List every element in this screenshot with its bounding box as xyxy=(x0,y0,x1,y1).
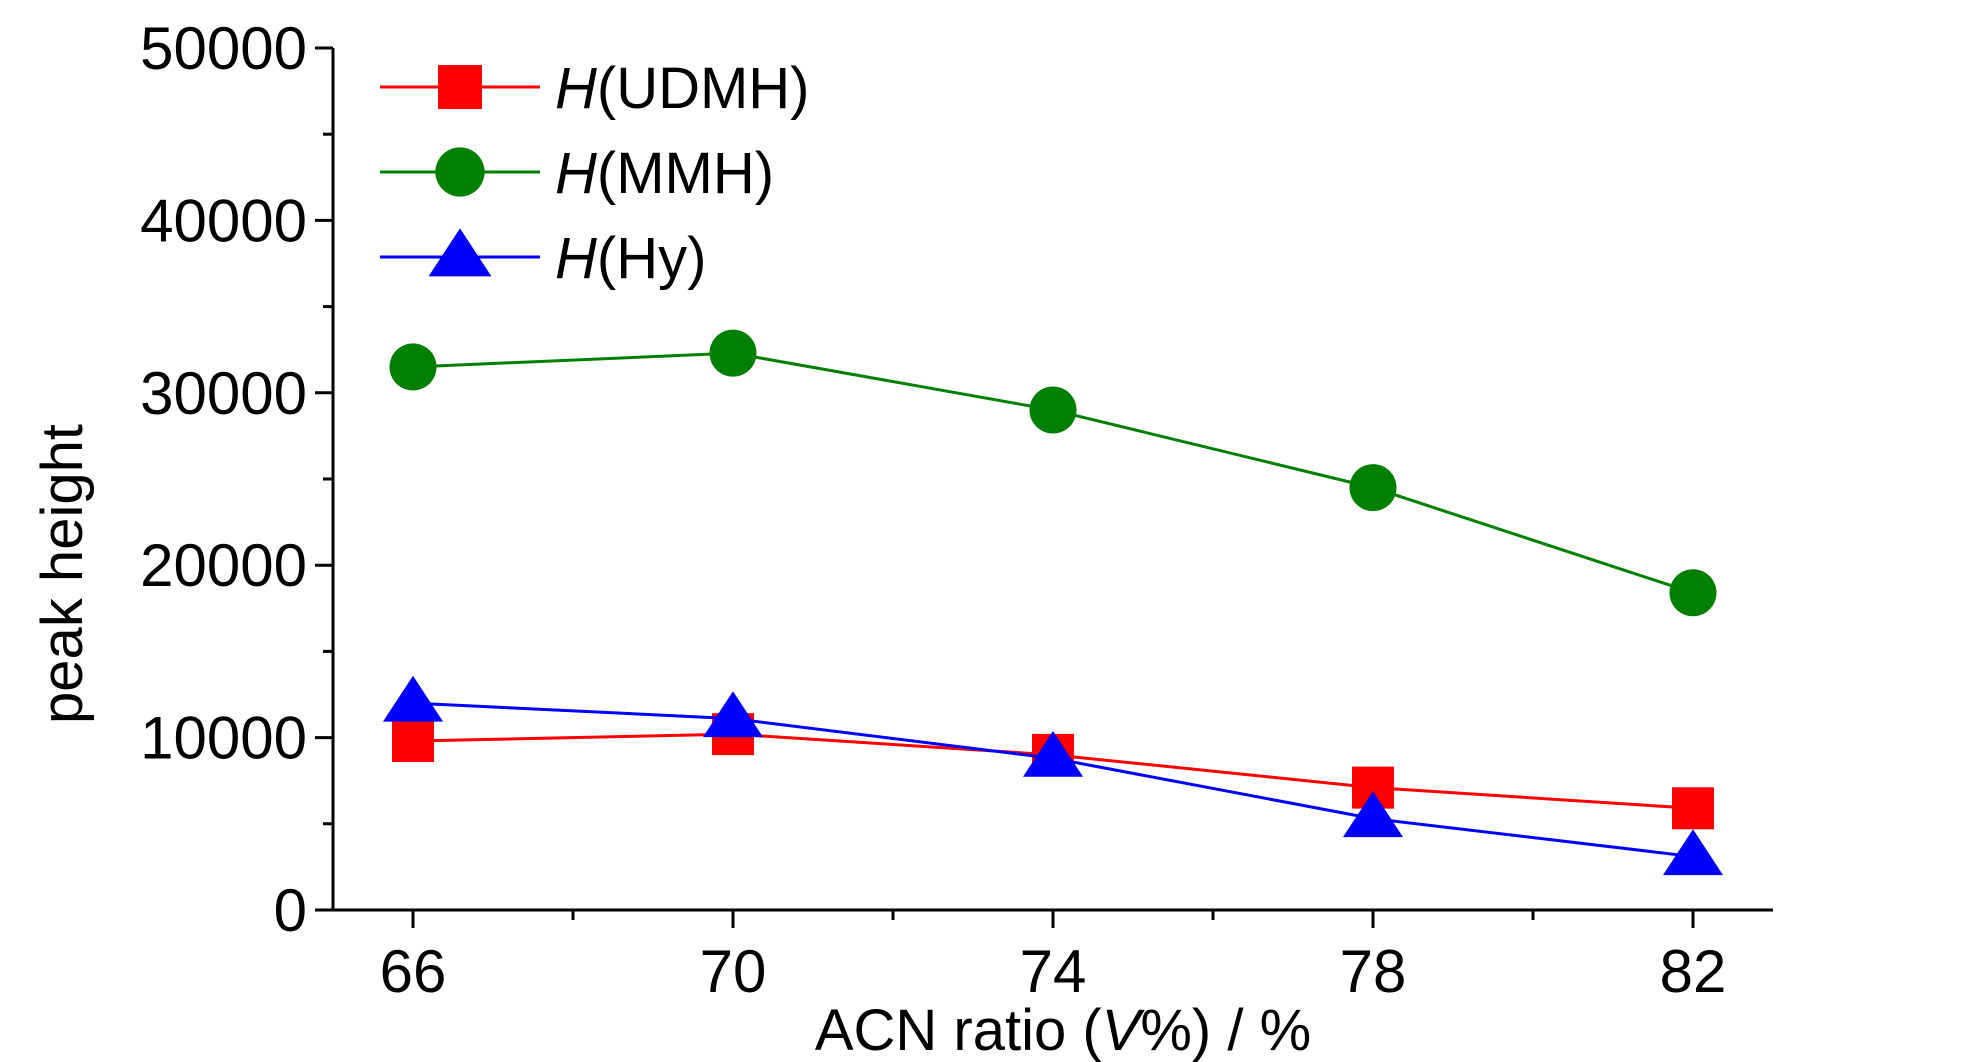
data-point-hy xyxy=(1342,791,1404,838)
data-point-mmh xyxy=(389,343,437,391)
x-axis-title-suffix: %) / % xyxy=(1140,998,1311,1062)
x-ticks: 66 70 74 78 82 xyxy=(380,910,1727,1005)
series-hy xyxy=(382,675,1724,876)
legend: H(UDMH) H(MMH) H(Hy) xyxy=(380,56,810,291)
data-point-hy xyxy=(702,691,764,738)
data-point-udmh xyxy=(392,720,434,763)
x-axis-title-prefix: ACN ratio ( xyxy=(815,998,1102,1062)
x-tick-label: 66 xyxy=(380,938,447,1005)
data-point-mmh xyxy=(1669,569,1717,617)
legend-marker xyxy=(438,65,482,109)
data-point-udmh xyxy=(1672,787,1714,830)
x-tick-label: 78 xyxy=(1340,938,1407,1005)
legend-label: H(MMH) xyxy=(555,141,774,206)
data-point-mmh xyxy=(709,329,757,377)
series xyxy=(382,329,1724,876)
x-axis-title: ACN ratio (V%) / % xyxy=(815,998,1311,1062)
y-tick-label: 50000 xyxy=(140,15,307,82)
y-tick-label: 10000 xyxy=(140,705,307,772)
legend-label: H(Hy) xyxy=(555,226,706,291)
data-point-hy xyxy=(382,675,444,722)
legend-marker xyxy=(428,228,492,277)
data-point-hy xyxy=(1662,829,1724,876)
series-mmh xyxy=(389,329,1717,617)
legend-marker xyxy=(435,147,485,197)
y-tick-label: 30000 xyxy=(140,360,307,427)
y-tick-label: 0 xyxy=(274,877,307,944)
x-tick-label: 82 xyxy=(1660,938,1727,1005)
data-point-hy xyxy=(1022,730,1084,777)
legend-item-hy: H(Hy) xyxy=(380,226,706,291)
y-tick-label: 20000 xyxy=(140,532,307,599)
data-point-mmh xyxy=(1029,386,1077,434)
x-axis-title-italic: V xyxy=(1102,998,1146,1062)
y-ticks: 0 10000 20000 30000 40000 50000 xyxy=(140,15,333,944)
x-tick-label: 74 xyxy=(1020,938,1087,1005)
y-tick-label: 40000 xyxy=(140,187,307,254)
series-line-hy xyxy=(412,701,1694,859)
data-point-mmh xyxy=(1349,464,1397,512)
x-tick-label: 70 xyxy=(700,938,767,1005)
legend-label: H(UDMH) xyxy=(555,56,810,121)
legend-item-mmh: H(MMH) xyxy=(380,141,774,206)
y-axis-title: peak height xyxy=(30,424,95,724)
legend-item-udmh: H(UDMH) xyxy=(380,56,810,121)
axes xyxy=(331,48,1773,912)
